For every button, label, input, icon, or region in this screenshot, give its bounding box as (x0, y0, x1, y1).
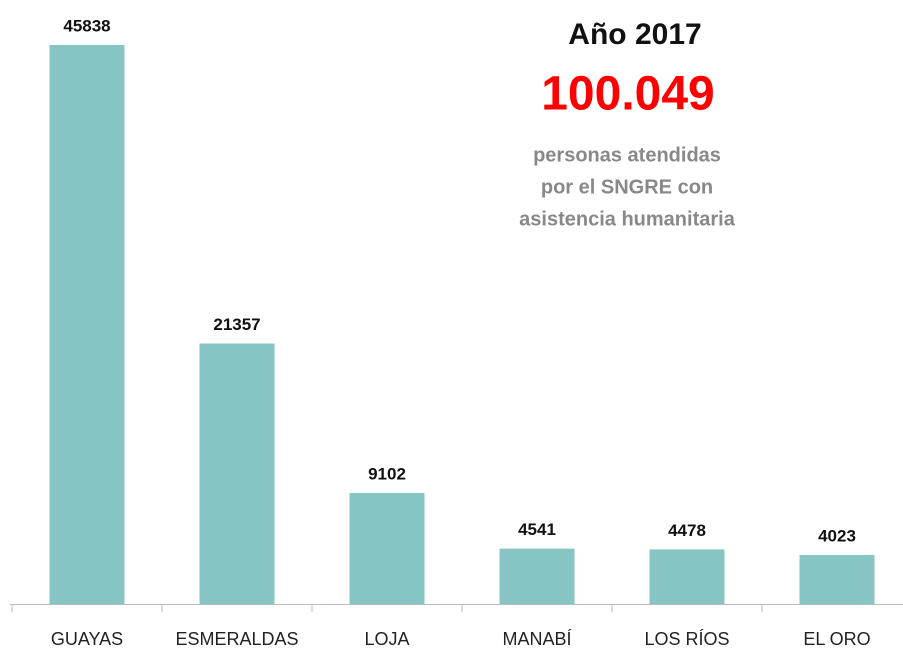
x-tick-label: MANABÍ (502, 629, 571, 649)
bar (800, 555, 875, 604)
highlight-number: 100.049 (541, 68, 715, 121)
chart: Año 2017 100.049 personas atendidas por … (0, 0, 903, 654)
bar (200, 344, 275, 604)
value-label: 9102 (368, 464, 406, 483)
subtitle-line: asistencia humanitaria (519, 208, 736, 230)
bar (650, 549, 725, 604)
chart-title: Año 2017 (568, 18, 701, 51)
value-label: 45838 (63, 16, 110, 35)
bar (50, 45, 125, 604)
value-label: 4478 (668, 521, 706, 540)
value-label: 4541 (518, 520, 556, 539)
x-tick-label: LOS RÍOS (644, 629, 729, 649)
value-label: 4023 (818, 526, 856, 545)
bar (500, 549, 575, 604)
x-tick-label: EL ORO (803, 629, 870, 649)
value-label: 21357 (213, 315, 260, 334)
subtitle-line: por el SNGRE con (541, 176, 713, 198)
x-tick-label: ESMERALDAS (175, 629, 298, 649)
x-tick-label: LOJA (364, 629, 409, 649)
x-tick-label: GUAYAS (51, 629, 123, 649)
subtitle-line: personas atendidas (533, 144, 721, 166)
bar (350, 493, 425, 604)
